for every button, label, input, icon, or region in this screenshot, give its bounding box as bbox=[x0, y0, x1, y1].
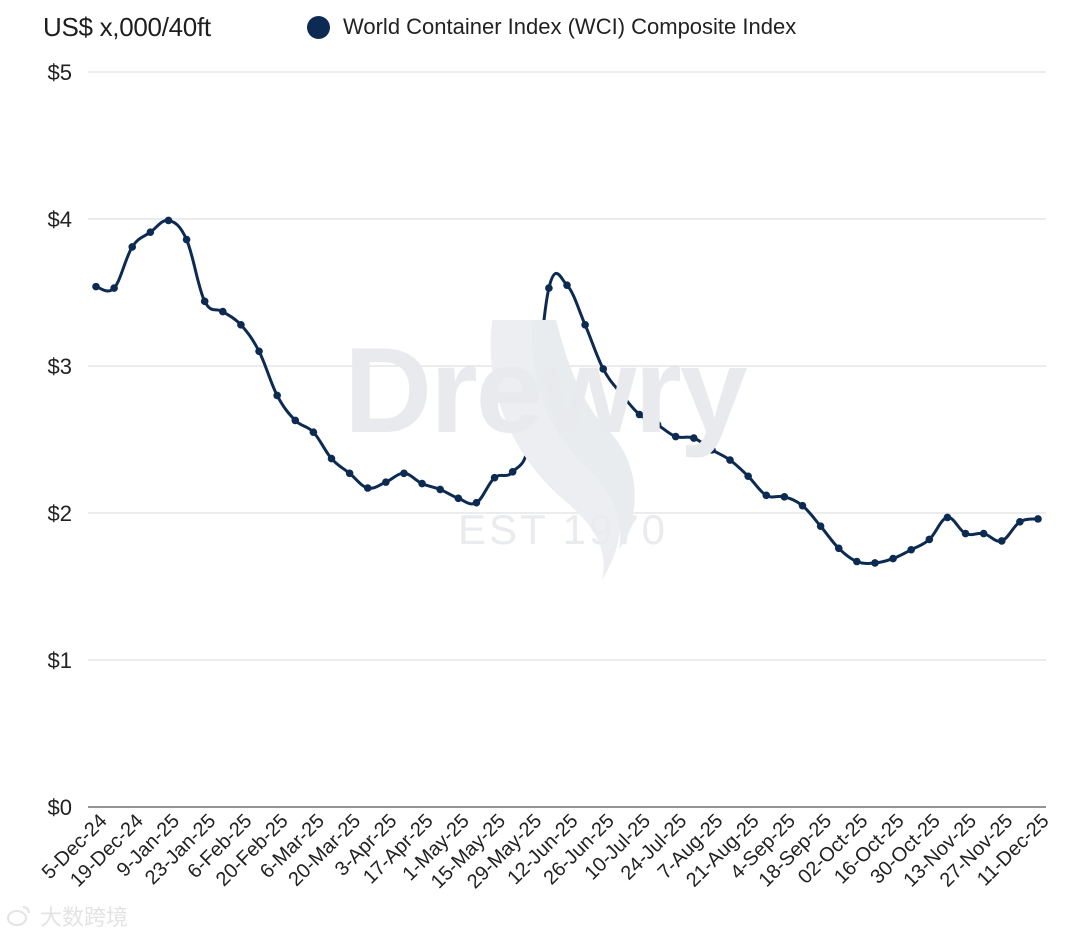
data-point bbox=[400, 469, 408, 478]
data-point bbox=[780, 493, 789, 501]
data-point bbox=[508, 468, 517, 476]
legend: World Container Index (WCI) Composite In… bbox=[307, 14, 796, 40]
data-point bbox=[526, 432, 535, 441]
data-point bbox=[309, 428, 318, 436]
data-point bbox=[327, 454, 336, 463]
gridlines bbox=[88, 71, 1046, 808]
data-point bbox=[925, 535, 934, 544]
data-point bbox=[110, 284, 118, 292]
data-point bbox=[762, 491, 771, 500]
y-tick-label: $5 bbox=[48, 60, 72, 85]
data-point bbox=[128, 243, 137, 251]
weibo-watermark-icon bbox=[7, 906, 30, 926]
data-point bbox=[889, 554, 897, 563]
data-point bbox=[997, 537, 1006, 545]
data-point bbox=[490, 473, 499, 482]
data-point bbox=[345, 469, 354, 478]
y-tick-label: $3 bbox=[48, 354, 72, 379]
y-axis-unit-label: US$ x,000/40ft bbox=[43, 12, 211, 42]
data-point bbox=[726, 456, 734, 464]
data-point bbox=[363, 484, 372, 492]
data-point bbox=[708, 445, 716, 454]
data-point bbox=[834, 544, 843, 553]
data-point bbox=[1034, 515, 1042, 523]
series-layer bbox=[92, 216, 1042, 567]
data-point bbox=[581, 321, 589, 329]
data-point bbox=[273, 391, 281, 400]
data-point bbox=[671, 432, 680, 441]
data-point bbox=[961, 529, 970, 538]
data-point bbox=[871, 559, 879, 567]
y-axis-ticks: $0 $1 $2 $3 $4 $5 bbox=[48, 60, 72, 820]
data-point bbox=[418, 479, 426, 488]
data-point bbox=[943, 513, 952, 522]
data-point bbox=[617, 390, 626, 398]
y-tick-label: $2 bbox=[48, 501, 72, 526]
data-point bbox=[690, 434, 698, 442]
legend-marker bbox=[307, 15, 330, 39]
data-point bbox=[291, 416, 300, 425]
data-point bbox=[146, 228, 155, 237]
data-point bbox=[907, 545, 915, 554]
data-point bbox=[599, 365, 608, 373]
data-point bbox=[200, 297, 209, 306]
data-point bbox=[816, 522, 825, 531]
data-point bbox=[382, 478, 390, 486]
data-point bbox=[635, 410, 644, 419]
y-tick-label: $0 bbox=[48, 795, 72, 820]
corner-watermark-text: 大数跨境 bbox=[40, 906, 129, 931]
y-tick-label: $4 bbox=[48, 207, 72, 232]
data-point bbox=[798, 501, 807, 510]
corner-watermark: 大数跨境 bbox=[6, 900, 128, 932]
series-line bbox=[95, 218, 1039, 565]
data-point bbox=[436, 485, 444, 494]
data-point bbox=[545, 284, 553, 292]
data-point bbox=[92, 282, 100, 291]
y-tick-label: $1 bbox=[48, 648, 72, 673]
x-axis-ticks: 5-Dec-2419-Dec-249-Jan-2523-Jan-256-Feb-… bbox=[38, 810, 1054, 893]
data-point bbox=[1016, 518, 1024, 526]
data-point bbox=[653, 421, 662, 429]
legend-label: World Container Index (WCI) Composite In… bbox=[343, 14, 797, 39]
data-point bbox=[744, 472, 752, 481]
data-point bbox=[563, 281, 571, 289]
data-point bbox=[219, 307, 227, 316]
data-point bbox=[237, 321, 245, 329]
data-point bbox=[255, 347, 263, 356]
data-point bbox=[853, 557, 861, 566]
data-point bbox=[979, 529, 988, 538]
data-point bbox=[182, 235, 191, 244]
data-point bbox=[164, 216, 173, 225]
data-point bbox=[472, 498, 481, 507]
data-point bbox=[454, 494, 463, 503]
